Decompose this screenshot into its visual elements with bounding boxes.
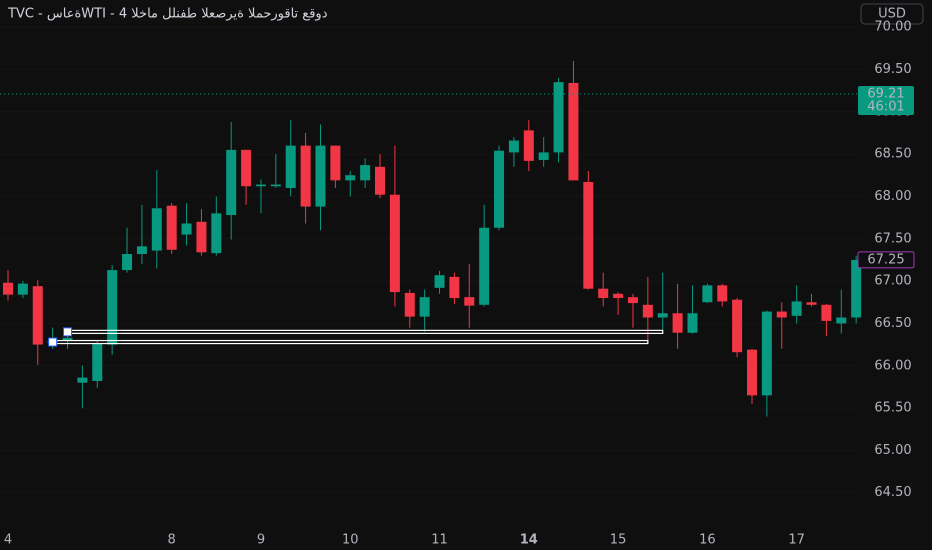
- candle-body: [776, 311, 787, 318]
- candle-body: [583, 182, 594, 289]
- candle-body: [568, 82, 579, 181]
- candle-body: [122, 253, 133, 271]
- x-tick-label: 8: [168, 533, 176, 548]
- x-tick-label: 17: [788, 533, 805, 548]
- candle-body: [3, 282, 13, 295]
- candle-body: [211, 213, 222, 254]
- currency-label[interactable]: USD: [878, 7, 906, 22]
- candle-body: [151, 208, 162, 251]
- candle-body: [598, 288, 609, 299]
- candle-body: [285, 145, 296, 188]
- candle-body: [494, 150, 505, 228]
- y-tick-label: 66.00: [874, 358, 911, 373]
- candle-body: [791, 301, 802, 316]
- y-tick-label: 65.50: [874, 401, 911, 416]
- x-tick-label: 4: [4, 533, 12, 548]
- candle-body: [196, 221, 207, 253]
- y-tick-label: 67.00: [874, 274, 911, 289]
- candle-body: [389, 194, 400, 293]
- x-tick-label: 11: [431, 533, 448, 548]
- candle-body: [404, 292, 415, 317]
- candle-body: [479, 227, 490, 305]
- x-tick-label: 16: [699, 533, 716, 548]
- y-tick-label: 68.00: [874, 189, 911, 204]
- candle-body: [315, 145, 326, 207]
- candle-body: [241, 149, 252, 187]
- candle-body: [375, 166, 385, 195]
- candle-body: [851, 259, 862, 318]
- candle-body: [92, 343, 103, 381]
- price-label: 67.25: [867, 252, 904, 267]
- candle-body: [553, 82, 564, 153]
- candle-body: [672, 313, 683, 333]
- candle-body: [419, 297, 430, 317]
- x-tick-label: 14: [520, 533, 538, 548]
- y-tick-label: 70.00: [874, 20, 911, 35]
- price-label-box: [858, 85, 914, 115]
- currency-button[interactable]: [860, 3, 924, 25]
- candle-body: [345, 175, 356, 181]
- candle-body: [613, 293, 624, 299]
- countdown: 46:01: [867, 99, 904, 114]
- y-tick-label: 65.00: [874, 443, 911, 458]
- candle-body: [732, 299, 743, 353]
- candle-body: [255, 184, 266, 187]
- candle-body: [300, 145, 311, 207]
- candle-body: [464, 297, 475, 306]
- x-tick-label: 10: [342, 533, 359, 548]
- candle-body: [642, 304, 653, 318]
- candle-body: [627, 297, 638, 304]
- candle-body: [702, 285, 713, 303]
- candle-body: [806, 302, 817, 305]
- candle-body: [657, 313, 668, 318]
- candle-body: [107, 270, 118, 345]
- candle-body: [523, 130, 534, 161]
- candle-body: [360, 165, 371, 181]
- candle-body: [181, 223, 192, 235]
- candle-body: [687, 313, 698, 333]
- candle-body: [136, 246, 147, 254]
- candle-body: [717, 285, 728, 302]
- y-tick-label: 67.50: [874, 231, 911, 246]
- candle-body: [166, 205, 177, 250]
- candle-body: [77, 377, 88, 383]
- x-tick-label: 15: [610, 533, 627, 548]
- y-tick-label: 68.50: [874, 147, 911, 162]
- candle-body: [508, 140, 519, 153]
- candle-body: [747, 349, 757, 396]
- x-tick-label: 9: [257, 533, 265, 548]
- price-label: 69.21: [867, 86, 904, 101]
- candle-body: [32, 286, 43, 345]
- candle-body: [538, 152, 549, 161]
- level-handle: [48, 337, 58, 347]
- y-tick-label: 69.50: [874, 62, 911, 77]
- price-label-box: [857, 251, 915, 269]
- y-tick-label: 64.50: [874, 485, 911, 500]
- candle-body: [226, 149, 237, 216]
- candle-body: [449, 276, 460, 299]
- candle-body: [62, 337, 73, 341]
- candle-body: [821, 304, 832, 321]
- y-tick-label: 66.50: [874, 316, 911, 331]
- candle-body: [761, 311, 772, 396]
- chart-title: TVC - ةعاسWTI - 4 دوقع تاقورحملا ةيرصعلا…: [7, 7, 328, 22]
- candle-body: [434, 275, 445, 288]
- candle-body: [836, 317, 847, 324]
- candle-body: [270, 184, 281, 187]
- candle-body: [330, 145, 341, 181]
- candle-body: [17, 283, 28, 295]
- level-handle: [63, 327, 73, 337]
